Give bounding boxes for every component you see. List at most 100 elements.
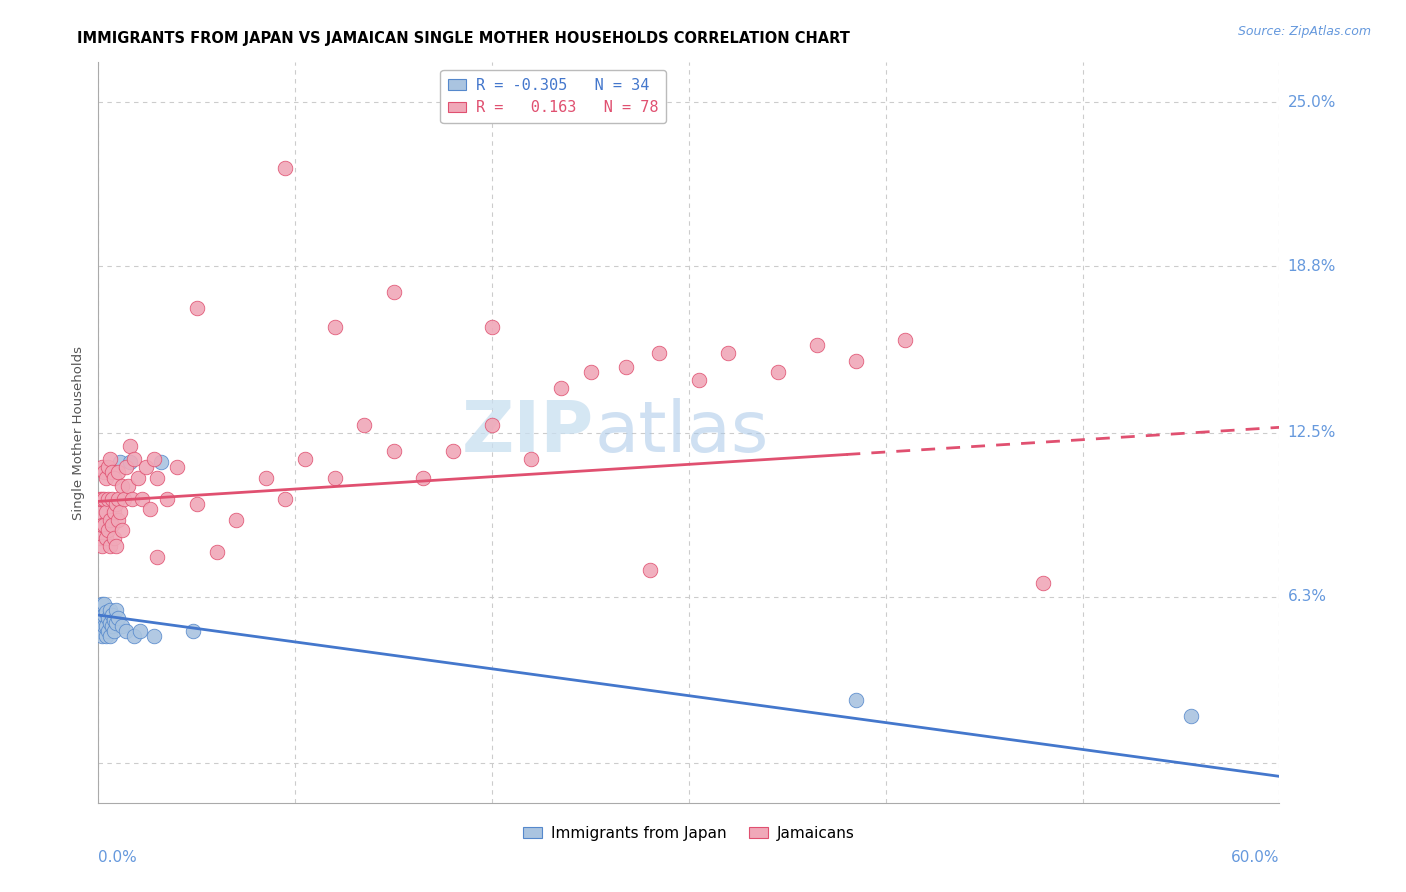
Point (146, 549, 169, 564)
Point (481, 319, 503, 334)
Text: 0.0%: 0.0% (98, 850, 138, 865)
Point (101, 608, 124, 623)
Text: atlas: atlas (595, 398, 769, 467)
Point (103, 470, 125, 484)
Point (91, 518, 114, 533)
Point (93, 465, 115, 479)
Point (128, 624, 150, 638)
Point (89, 624, 111, 638)
Point (117, 478, 139, 492)
Point (412, 470, 434, 484)
Point (101, 465, 124, 479)
Point (894, 333, 917, 347)
Point (205, 544, 228, 558)
Point (115, 460, 138, 475)
Point (1180, 708, 1202, 723)
Point (103, 532, 125, 546)
Point (105, 603, 128, 617)
Point (107, 465, 129, 479)
Point (481, 417, 503, 432)
Point (103, 505, 125, 519)
Point (105, 497, 128, 511)
Point (118, 455, 141, 469)
Point (96, 606, 118, 620)
Point (97, 491, 120, 506)
Point (101, 518, 124, 533)
Point (91, 460, 114, 475)
Point (127, 470, 149, 484)
Point (105, 615, 128, 630)
Point (121, 491, 143, 506)
Point (142, 452, 165, 467)
Point (91, 603, 114, 617)
Point (648, 346, 671, 360)
Legend: Immigrants from Japan, Jamaicans: Immigrants from Japan, Jamaicans (517, 820, 860, 847)
Point (806, 338, 828, 352)
Point (91, 629, 114, 643)
Point (98, 452, 121, 467)
Point (146, 470, 169, 484)
Point (108, 505, 131, 519)
Point (101, 491, 124, 506)
Point (96, 470, 118, 484)
Point (225, 513, 247, 527)
Point (766, 365, 789, 379)
Point (98, 603, 121, 617)
Point (166, 460, 188, 475)
Point (91, 491, 114, 506)
Point (323, 470, 346, 484)
Y-axis label: Single Mother Households: Single Mother Households (72, 345, 86, 520)
Point (353, 417, 375, 432)
Point (520, 452, 543, 467)
Point (382, 444, 405, 458)
Point (131, 491, 153, 506)
Point (135, 460, 157, 475)
Point (441, 444, 464, 458)
Point (118, 439, 141, 453)
Point (98, 513, 121, 527)
Text: IMMIGRANTS FROM JAPAN VS JAMAICAN SINGLE MOTHER HOUSEHOLDS CORRELATION CHART: IMMIGRANTS FROM JAPAN VS JAMAICAN SINGLE… (77, 31, 851, 46)
Point (274, 491, 297, 506)
Point (138, 502, 160, 516)
Point (97, 624, 120, 638)
Point (93, 491, 115, 506)
Point (115, 624, 138, 638)
Point (579, 365, 602, 379)
Point (142, 629, 165, 643)
Point (93, 598, 115, 612)
Point (89, 611, 111, 625)
Point (150, 455, 173, 469)
Point (323, 319, 346, 334)
Point (254, 470, 277, 484)
Point (97, 460, 120, 475)
Point (111, 478, 134, 492)
Point (96, 618, 118, 632)
Point (103, 613, 125, 627)
Point (717, 346, 740, 360)
Point (845, 354, 868, 368)
Point (93, 618, 115, 632)
Point (638, 563, 661, 577)
Point (97, 524, 120, 538)
Point (107, 611, 129, 625)
Point (98, 539, 121, 553)
Text: 12.5%: 12.5% (1288, 425, 1336, 440)
Point (108, 455, 131, 469)
Point (111, 618, 134, 632)
Point (294, 452, 316, 467)
Point (91, 598, 114, 612)
Point (98, 615, 121, 630)
Point (89, 532, 111, 546)
Text: 6.3%: 6.3% (1288, 589, 1327, 604)
Text: 25.0%: 25.0% (1288, 95, 1336, 110)
Point (614, 359, 637, 374)
Point (122, 452, 145, 467)
Text: ZIP: ZIP (463, 398, 595, 467)
Point (156, 491, 179, 506)
Point (274, 161, 297, 176)
Point (96, 629, 118, 643)
Point (98, 629, 121, 643)
Point (1032, 576, 1054, 591)
Point (186, 301, 208, 316)
Point (111, 524, 134, 538)
